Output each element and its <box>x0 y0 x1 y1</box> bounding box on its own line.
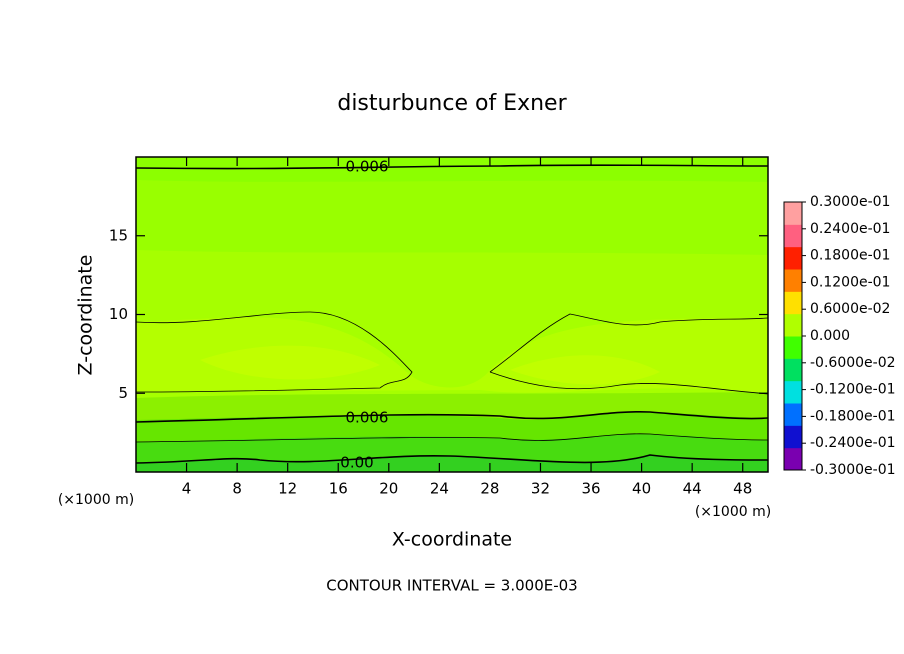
y-tick-label: 10 <box>109 305 128 323</box>
colorbar-tick-label: 0.2400e-01 <box>810 221 890 237</box>
x-tick-label: 24 <box>430 480 449 498</box>
contour-lines <box>136 164 768 464</box>
x-tick-label: 28 <box>480 480 499 498</box>
colorbar-swatch <box>784 291 802 315</box>
colorbar-swatch <box>784 358 802 382</box>
colorbar-swatch <box>784 313 802 337</box>
colorbar-tick-label: -0.6000e-02 <box>810 355 896 371</box>
y-axis-label: Z-coordinate <box>75 255 97 376</box>
colorbar-tick-label: 0.000 <box>810 328 850 344</box>
x-tick-label: 16 <box>329 480 348 498</box>
colorbar-swatch <box>784 425 802 449</box>
y-tick-label: 5 <box>118 384 128 402</box>
colorbar-swatch <box>784 447 802 471</box>
x-axis-label: X-coordinate <box>392 529 512 551</box>
colorbar-swatch <box>784 246 802 270</box>
colorbar-tick-label: -0.2400e-01 <box>810 435 896 451</box>
colorbar-swatch <box>784 403 802 426</box>
chart-title: disturbunce of Exner <box>337 91 567 116</box>
x-tick-label: 44 <box>683 480 702 498</box>
contour-fill <box>136 157 768 472</box>
colorbar-tick-label: -0.3000e-01 <box>810 462 896 478</box>
colorbar-tick-label: 0.6000e-02 <box>810 301 890 317</box>
y-tick-label: 15 <box>109 226 128 244</box>
x-tick-label: 12 <box>278 480 297 498</box>
colorbar-swatch <box>784 224 802 248</box>
x-tick-label: 36 <box>581 480 600 498</box>
contour-label: 0.00 <box>340 454 373 472</box>
x-unit-label: (×1000 m) <box>695 504 771 520</box>
x-tick-label: 40 <box>632 480 651 498</box>
colorbar-tick-label: -0.1200e-01 <box>810 382 896 398</box>
x-tick-label: 4 <box>182 480 192 498</box>
colorbar-tick-label: 0.3000e-01 <box>810 194 890 210</box>
colorbar-swatch <box>784 380 802 404</box>
contour-label: 0.006 <box>346 158 389 176</box>
colorbar-swatch <box>784 336 802 359</box>
colorbar-swatch <box>784 269 802 292</box>
footer-note: CONTOUR INTERVAL = 3.000E-03 <box>326 577 577 595</box>
x-tick-label: 20 <box>379 480 398 498</box>
colorbar-tick-label: 0.1200e-01 <box>810 274 890 290</box>
x-tick-label: 8 <box>232 480 242 498</box>
y-unit-label: (×1000 m) <box>58 492 134 508</box>
colorbar-tick-label: 0.1800e-01 <box>810 248 890 264</box>
colorbar-swatch <box>784 202 802 225</box>
x-tick-label: 32 <box>531 480 550 498</box>
contour-label: 0.006 <box>346 409 389 427</box>
colorbar-tick-label: -0.1800e-01 <box>810 408 896 424</box>
x-tick-label: 48 <box>733 480 752 498</box>
